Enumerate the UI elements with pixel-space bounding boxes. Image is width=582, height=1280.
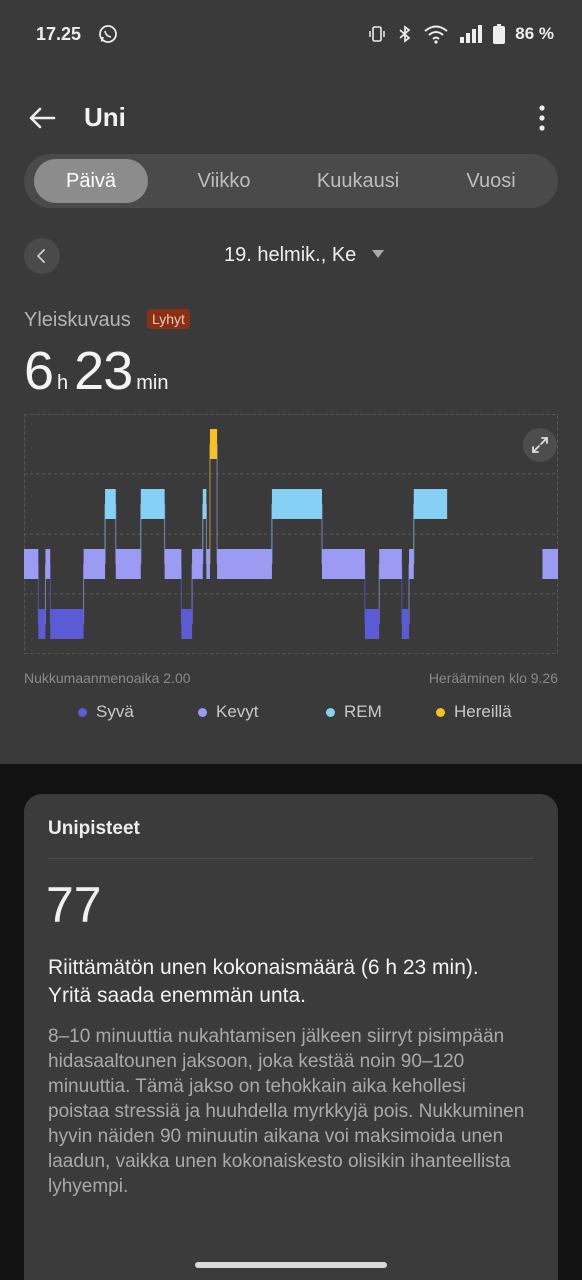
chart-legend: Syvä Kevyt REM Hereillä bbox=[0, 702, 582, 726]
period-tabs: Päivä Viikko Kuukausi Vuosi bbox=[24, 154, 558, 208]
legend-dot-awake bbox=[436, 707, 445, 717]
tab-month[interactable]: Kuukausi bbox=[316, 170, 400, 192]
duration-hours-unit: h bbox=[57, 372, 69, 394]
bedtime-label: Nukkumaanmenoaika 2.00 bbox=[24, 670, 191, 686]
expand-chart-button[interactable] bbox=[523, 428, 557, 462]
card-title: Unipisteet bbox=[48, 818, 140, 839]
card-divider bbox=[48, 858, 534, 859]
stage-bar-deep bbox=[401, 609, 410, 639]
legend-item-rem: REM bbox=[326, 702, 382, 722]
overview-label: Yleiskuvaus bbox=[24, 309, 131, 331]
duration-minutes: 23 bbox=[74, 341, 133, 401]
stage-bar-rem bbox=[202, 489, 207, 519]
previous-day-button[interactable] bbox=[24, 238, 60, 274]
score-headline: Riittämätön unen kokonaismäärä (6 h 23 m… bbox=[48, 956, 479, 1007]
caret-down-icon[interactable] bbox=[372, 250, 384, 258]
tab-day[interactable]: Päivä bbox=[34, 159, 148, 203]
stage-bar-light bbox=[217, 549, 272, 579]
expand-icon bbox=[532, 437, 548, 453]
stage-bar-light bbox=[379, 549, 402, 579]
sleep-score-card[interactable]: Unipisteet 77 Riittämätön unen kokonaism… bbox=[24, 794, 558, 1280]
wifi-icon bbox=[424, 25, 448, 44]
legend-item-light: Kevyt bbox=[198, 702, 259, 722]
stage-bar-deep bbox=[50, 609, 84, 639]
stage-bar-light bbox=[192, 549, 203, 579]
battery-icon bbox=[493, 24, 506, 44]
status-bar: 17.25 86 % bbox=[0, 0, 582, 70]
stage-bar-rem bbox=[271, 489, 322, 519]
sleep-duration: 6 h 23 min bbox=[24, 340, 174, 402]
stage-bar-light bbox=[24, 549, 39, 579]
score-description: 8–10 minuuttia nukahtamisen jälkeen siir… bbox=[48, 1026, 525, 1197]
stage-bar-light bbox=[115, 549, 141, 579]
duration-hours: 6 bbox=[24, 341, 54, 401]
stage-bar-light bbox=[164, 549, 182, 579]
status-icons: 86 % bbox=[367, 24, 554, 44]
tab-year[interactable]: Vuosi bbox=[466, 170, 516, 192]
legend-dot-rem bbox=[326, 707, 335, 717]
page-title: Uni bbox=[84, 102, 126, 132]
stage-bar-light bbox=[321, 549, 365, 579]
vibrate-icon bbox=[369, 26, 385, 42]
stage-bar-light bbox=[206, 549, 210, 579]
app-bar: Uni bbox=[0, 88, 582, 148]
bluetooth-icon bbox=[399, 25, 411, 43]
status-badge: Lyhyt bbox=[147, 309, 190, 329]
wake-time-label: Herääminen klo 9.26 bbox=[428, 670, 558, 686]
more-options-icon[interactable] bbox=[528, 102, 556, 134]
status-time: 17.25 bbox=[36, 24, 82, 44]
legend-dot-deep bbox=[78, 707, 87, 717]
signal-icon bbox=[460, 25, 483, 43]
stage-bar-light bbox=[409, 549, 414, 579]
stage-bar-rem bbox=[413, 489, 448, 519]
tab-week[interactable]: Viikko bbox=[197, 170, 251, 192]
chevron-left-icon bbox=[37, 249, 45, 263]
legend-label-rem: REM bbox=[344, 702, 382, 721]
legend-item-awake: Hereillä bbox=[436, 702, 512, 722]
date-label[interactable]: 19. helmik., Ke bbox=[224, 244, 357, 266]
legend-label-light: Kevyt bbox=[216, 702, 259, 721]
legend-item-deep: Syvä bbox=[78, 702, 134, 722]
stage-bar-deep bbox=[364, 609, 380, 639]
home-indicator[interactable] bbox=[195, 1262, 387, 1268]
stage-bar-rem bbox=[140, 489, 165, 519]
legend-label-deep: Syvä bbox=[96, 702, 134, 721]
sleep-stage-chart bbox=[24, 414, 558, 654]
date-selector: 19. helmik., Ke bbox=[24, 238, 558, 274]
back-arrow-icon[interactable] bbox=[26, 102, 58, 134]
duration-minutes-unit: min bbox=[136, 372, 169, 394]
stage-bar-deep bbox=[38, 609, 46, 639]
legend-label-awake: Hereillä bbox=[454, 702, 512, 721]
legend-dot-light bbox=[198, 707, 207, 717]
stage-bar-rem bbox=[105, 489, 116, 519]
sleep-score: 77 bbox=[46, 877, 102, 933]
stage-bar-awake bbox=[209, 429, 218, 459]
battery-percent: 86 % bbox=[515, 24, 554, 43]
stage-bar-light bbox=[83, 549, 106, 579]
stage-bar-light bbox=[45, 549, 51, 579]
whatsapp-icon bbox=[99, 25, 117, 43]
stage-bar-deep bbox=[181, 609, 193, 639]
stage-bar-light bbox=[542, 549, 558, 579]
